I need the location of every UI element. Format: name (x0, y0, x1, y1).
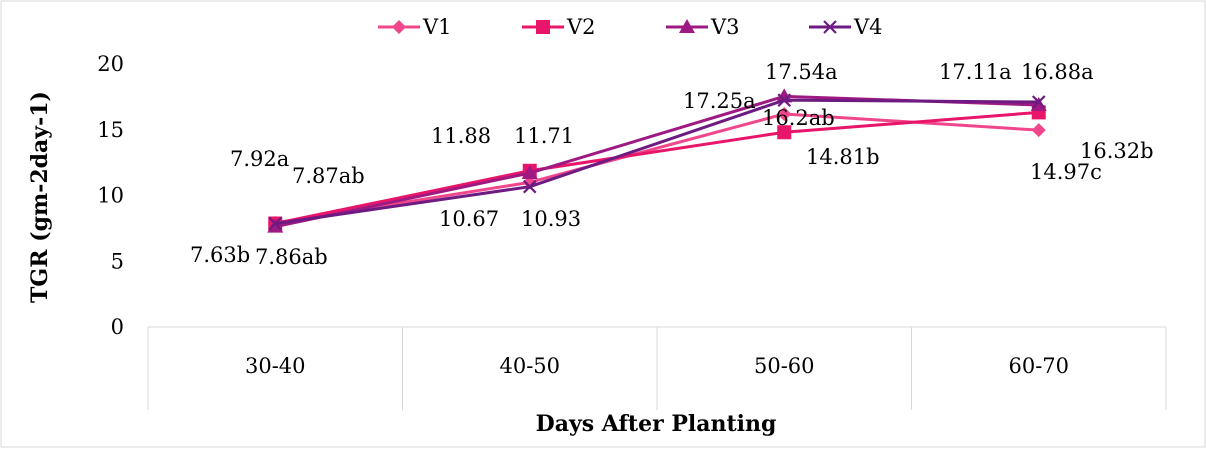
data-label: 10.67 (439, 207, 499, 231)
data-label: 17.25a (683, 89, 756, 113)
legend-label: V1 (422, 15, 452, 39)
data-point-v3 (521, 165, 538, 180)
y-tick-label: 20 (97, 52, 124, 76)
data-label: 14.97c (1030, 160, 1102, 184)
data-label: 16.88a (1021, 60, 1094, 84)
y-tick-label: 5 (111, 249, 124, 273)
data-point-v1 (777, 106, 792, 121)
data-point-v4 (522, 179, 537, 194)
data-label: 16.2ab (762, 106, 835, 130)
y-axis-ticks: 0 5 10 15 20 (97, 52, 124, 339)
grid-lines (147, 326, 1167, 410)
data-label: 14.81b (806, 145, 880, 169)
data-point-v4 (1031, 95, 1046, 109)
data-label: 7.92a (230, 147, 289, 171)
series-layer (267, 88, 1047, 233)
y-axis-title: TGR (gm-2day-1) (27, 91, 53, 303)
series-v4 (268, 93, 1046, 231)
data-label: 10.93 (521, 207, 581, 231)
x-tick-label: 30-40 (245, 354, 306, 378)
legend-item-v4: V4 (809, 15, 883, 39)
legend-marker (536, 20, 550, 34)
legend-marker (679, 19, 695, 33)
data-label: 7.87ab (292, 164, 365, 188)
x-tick-label: 50-60 (754, 354, 815, 378)
y-tick-label: 0 (111, 315, 124, 339)
data-point-v1 (1031, 123, 1046, 138)
legend-label: V2 (566, 15, 596, 39)
y-tick-label: 15 (97, 118, 124, 142)
data-label: 7.86ab (255, 245, 328, 269)
data-label: 17.11a (939, 60, 1012, 84)
data-label: 11.71 (514, 124, 574, 148)
legend: V1 V2 V3 V4 (378, 15, 883, 39)
data-label: 7.63b (190, 243, 250, 267)
series-line-v2 (274, 110, 1039, 225)
data-point-v4 (777, 93, 792, 107)
data-point-v2 (777, 125, 792, 140)
legend-marker (392, 20, 406, 34)
data-point-v4 (268, 216, 283, 231)
x-axis-title: Days After Planting (536, 411, 777, 437)
data-label: 11.88 (431, 124, 491, 148)
legend-item-v1: V1 (378, 15, 452, 39)
series-line-v4 (275, 98, 1039, 226)
legend-marker (823, 20, 837, 34)
y-tick-label: 10 (97, 184, 124, 208)
legend-item-v3: V3 (666, 15, 740, 39)
x-tick-label: 40-50 (499, 354, 560, 378)
legend-label: V3 (710, 15, 740, 39)
legend-item-v2: V2 (522, 15, 596, 39)
data-label: 16.32b (1080, 139, 1154, 163)
x-axis-ticks: 30-40 40-50 50-60 60-70 (245, 354, 1069, 378)
data-label: 17.54a (765, 60, 838, 84)
x-tick-label: 60-70 (1008, 354, 1069, 378)
legend-label: V4 (853, 15, 883, 39)
